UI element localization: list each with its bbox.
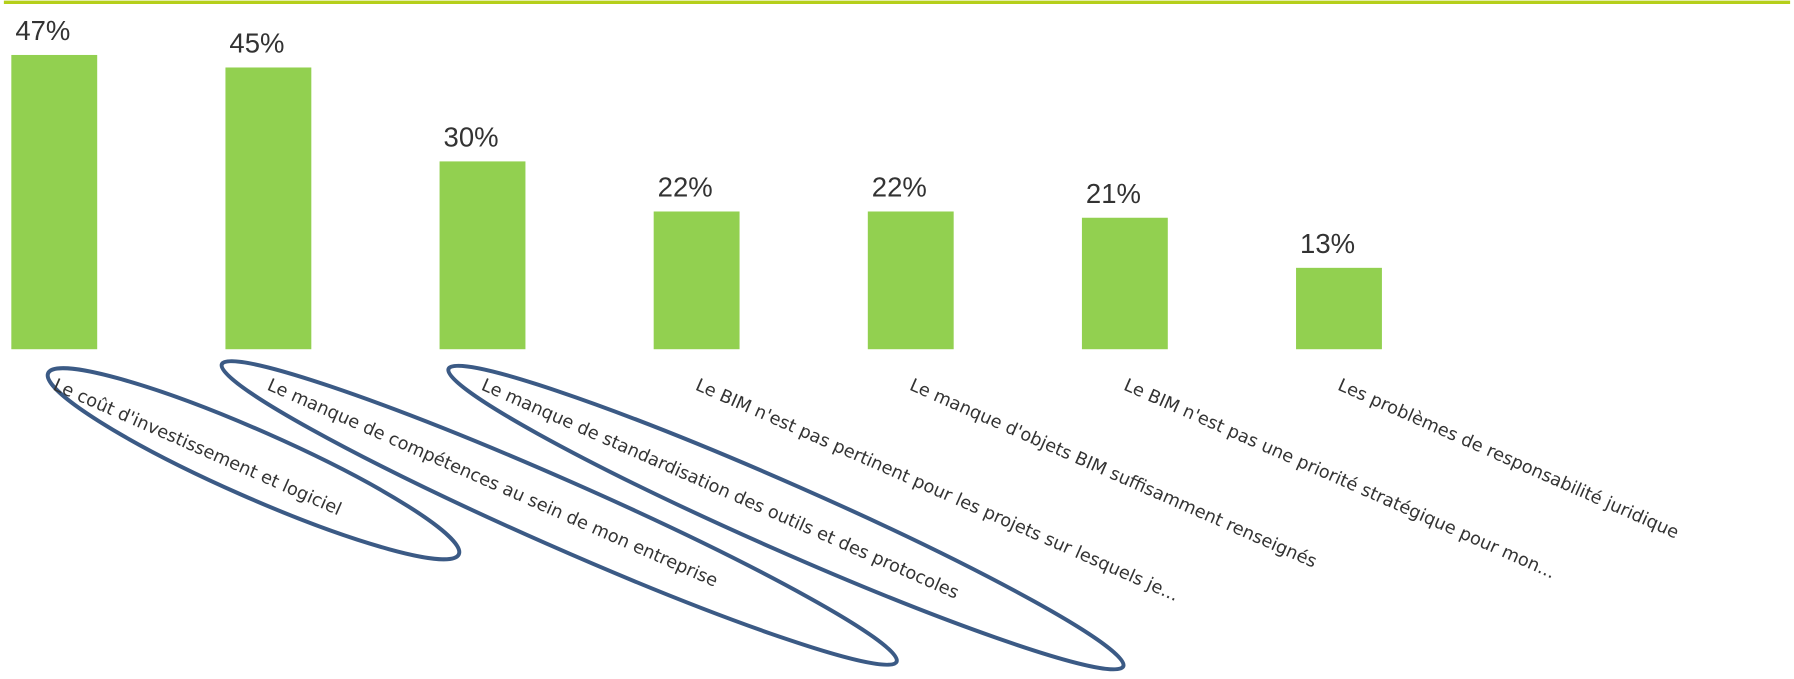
highlight-ellipses	[45, 359, 1126, 672]
x-tick-label: Le manque de standardisation des outils …	[478, 376, 961, 604]
highlight-ellipse	[45, 366, 462, 562]
value-label: 13%	[1300, 228, 1355, 259]
bar	[867, 211, 954, 350]
value-label: 45%	[229, 28, 284, 59]
x-tick-label: Le BIM n'est pas une priorité stratégiqu…	[1121, 376, 1559, 584]
bar	[1296, 267, 1382, 350]
highlight-ellipse	[219, 359, 899, 667]
x-tick-label: Le BIM n'est pas pertinent pour les proj…	[692, 376, 1181, 606]
bar	[653, 211, 740, 350]
highlight-ellipse	[446, 363, 1126, 672]
value-label: 22%	[872, 172, 927, 203]
bar	[439, 161, 526, 350]
value-label: 22%	[658, 172, 713, 203]
bar	[1081, 217, 1168, 350]
value-label: 47%	[15, 15, 70, 46]
value-label: 30%	[444, 122, 499, 153]
bar	[11, 54, 98, 350]
bar	[225, 67, 312, 350]
x-tick-label: Les problèmes de responsabilité juridiqu…	[1335, 376, 1682, 544]
value-label: 21%	[1086, 178, 1141, 209]
x-tick-label: Le manque d'objets BIM suffisamment rens…	[906, 376, 1319, 573]
